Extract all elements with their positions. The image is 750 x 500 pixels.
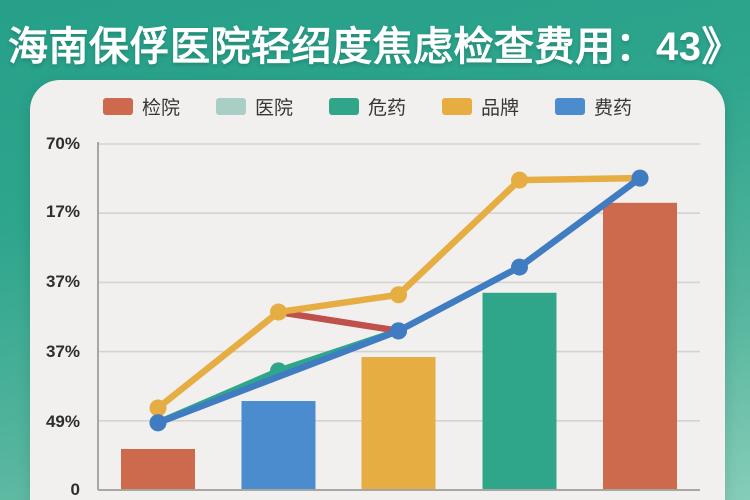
legend-swatch-green	[328, 98, 359, 115]
y-axis-tick-49: 49%	[45, 412, 80, 431]
legend-label: 危药	[367, 98, 406, 119]
line-series-2	[275, 308, 402, 335]
y-axis-tick-37a: 37%	[45, 272, 80, 291]
page-title: 海南保俘医院轻绍度焦虑检查费用：43》	[8, 25, 742, 69]
line-series-4-dot	[390, 322, 407, 340]
legend-label: 费药	[594, 98, 633, 119]
bar-1	[121, 448, 195, 490]
bar-3	[361, 357, 436, 490]
combo-chart-plot	[97, 142, 700, 491]
y-axis-tick-70: 70%	[45, 134, 80, 153]
chart-card: 检院 医院 危药 品牌 费药 70% 17% 37% 37% 49% 0	[30, 80, 725, 500]
line-series-3-dot	[270, 303, 287, 321]
y-axis-tick-17: 17%	[45, 202, 80, 221]
legend-label: 品牌	[481, 98, 520, 119]
line-series-3-dot	[511, 171, 528, 189]
bar-2	[241, 401, 316, 490]
line-series-4-dot	[149, 414, 167, 432]
legend-item-4: 品牌	[442, 93, 519, 120]
line-series-3-dot	[149, 399, 167, 417]
legend-label: 检院	[141, 98, 180, 119]
chart-legend: 检院 医院 危药 品牌 费药	[30, 93, 705, 120]
legend-swatch-yellow	[442, 98, 472, 115]
line-series-3-dot	[390, 286, 407, 304]
legend-item-2: 医院	[215, 93, 293, 120]
legend-item-3: 危药	[328, 93, 406, 120]
y-axis-tick-0: 0	[70, 480, 80, 499]
bar-4	[482, 292, 557, 490]
line-series-4-dot	[511, 258, 528, 276]
legend-item-1: 检院	[102, 93, 180, 120]
line-series-4-dot	[631, 169, 649, 187]
legend-label: 医院	[254, 98, 293, 119]
legend-swatch-pale-teal	[215, 98, 246, 115]
y-axis-tick-37b: 37%	[45, 342, 80, 361]
bar-5	[603, 202, 677, 490]
line-series-4	[154, 174, 644, 427]
legend-swatch-blue	[555, 98, 586, 115]
legend-swatch-red	[102, 98, 133, 115]
legend-item-5: 费药	[555, 93, 632, 120]
